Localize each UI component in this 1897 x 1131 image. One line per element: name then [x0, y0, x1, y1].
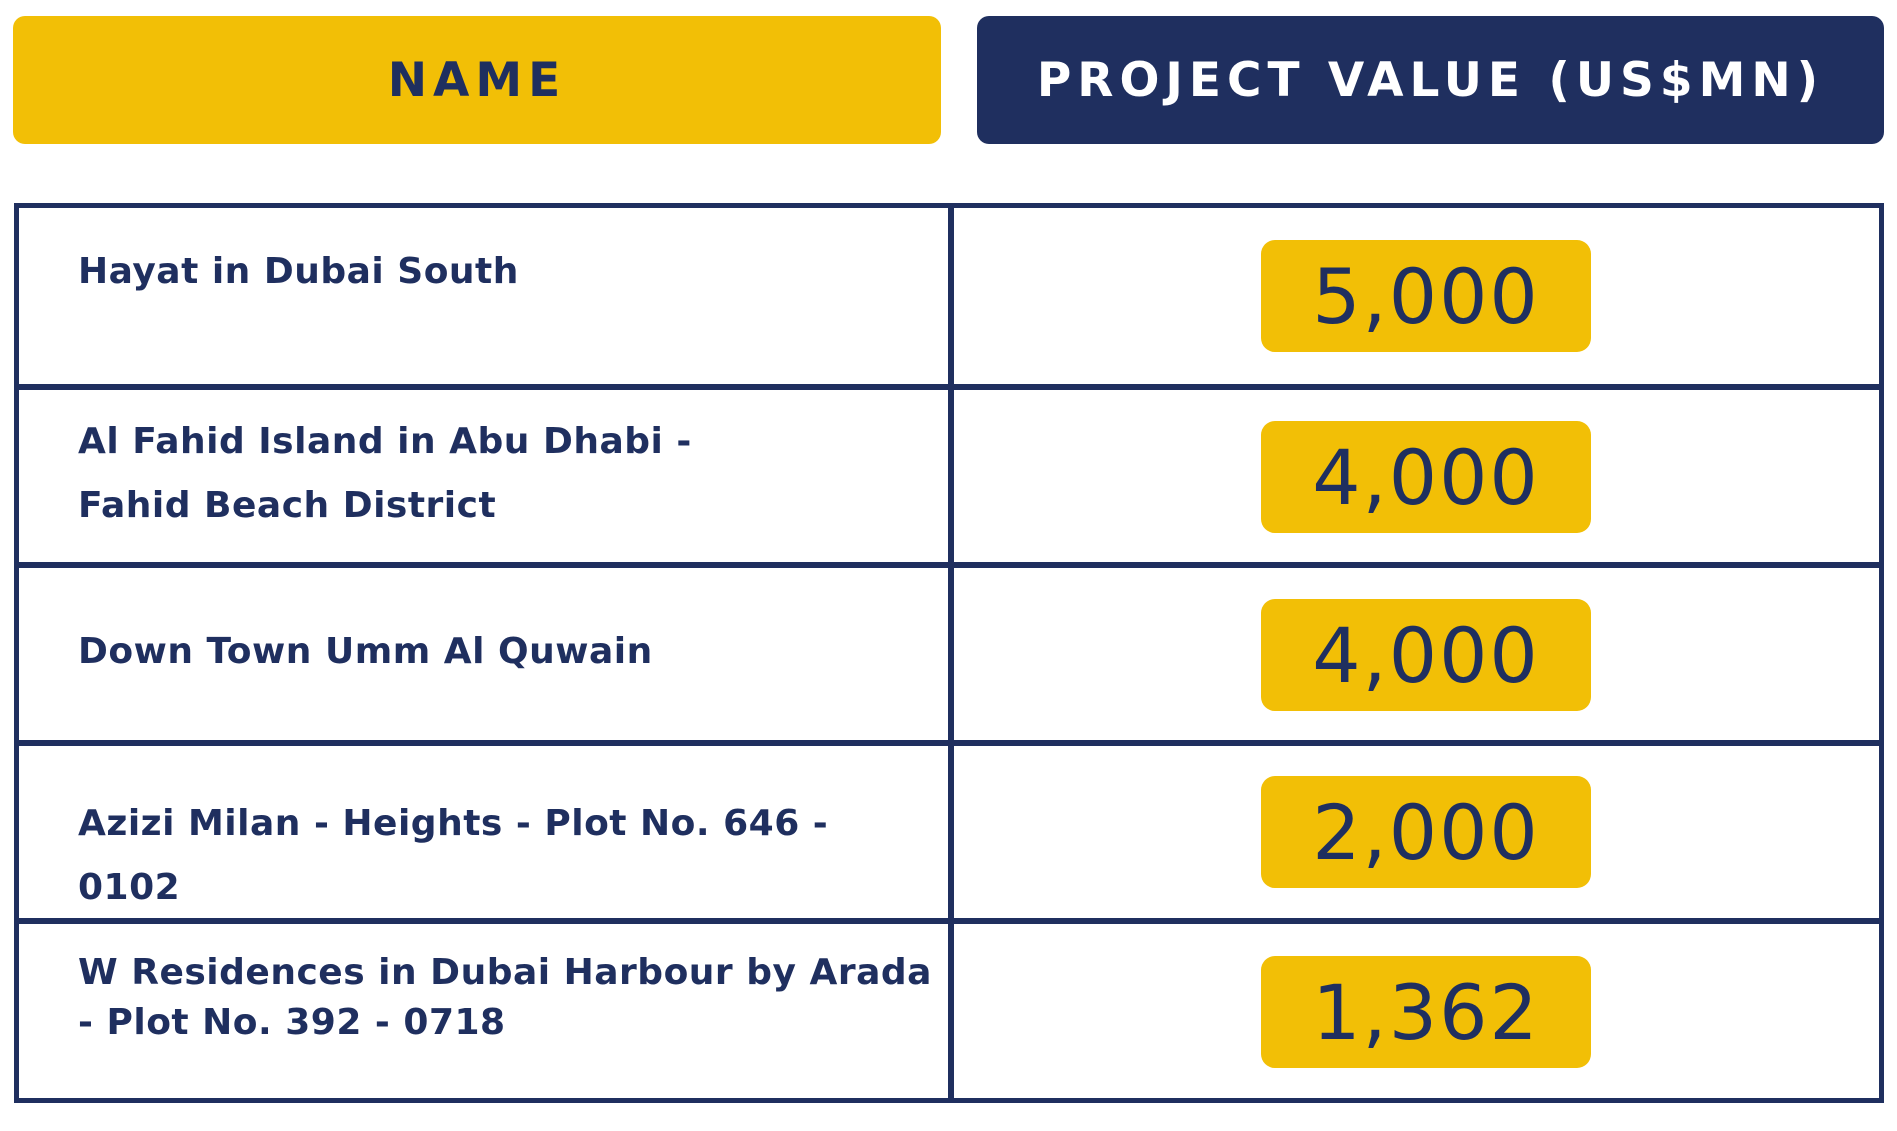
table-row: Down Town Umm Al Quwain 4,000 — [19, 568, 1879, 740]
project-value-badge: 4,000 — [1261, 421, 1591, 533]
project-name: Hayat in Dubai South — [78, 251, 519, 292]
project-value-badge: 2,000 — [1261, 776, 1591, 888]
row-divider — [19, 562, 1879, 568]
table-row: Hayat in Dubai South 5,000 — [19, 208, 1879, 384]
row-divider — [19, 740, 1879, 746]
project-name: Down Town Umm Al Quwain — [78, 631, 653, 672]
project-value: 1,362 — [1312, 967, 1540, 1057]
project-name: Azizi Milan - Heights - Plot No. 646 - 0… — [78, 803, 829, 908]
table-row: Al Fahid Island in Abu Dhabi - Fahid Bea… — [19, 390, 1879, 562]
projects-table: Hayat in Dubai South 5,000 Al Fahid Isla… — [14, 203, 1884, 1103]
project-value-column-header: PROJECT VALUE (US$MN) — [977, 16, 1884, 144]
project-name: W Residences in Dubai Harbour by Arada -… — [78, 952, 932, 1043]
row-divider — [19, 384, 1879, 390]
project-value: 4,000 — [1312, 610, 1540, 700]
project-value: 5,000 — [1312, 251, 1540, 341]
project-value-badge: 4,000 — [1261, 599, 1591, 711]
name-column-header: NAME — [13, 16, 941, 144]
name-header-label: NAME — [387, 52, 567, 108]
column-divider — [948, 208, 954, 1098]
project-value-badge: 1,362 — [1261, 956, 1591, 1068]
project-value: 2,000 — [1312, 787, 1540, 877]
project-value-header-label: PROJECT VALUE (US$MN) — [1036, 52, 1825, 108]
project-value: 4,000 — [1312, 432, 1540, 522]
project-value-badge: 5,000 — [1261, 240, 1591, 352]
project-name: Al Fahid Island in Abu Dhabi - Fahid Bea… — [78, 421, 692, 526]
table-row: Azizi Milan - Heights - Plot No. 646 - 0… — [19, 746, 1879, 918]
row-divider — [19, 918, 1879, 924]
table-row: W Residences in Dubai Harbour by Arada -… — [19, 924, 1879, 1098]
